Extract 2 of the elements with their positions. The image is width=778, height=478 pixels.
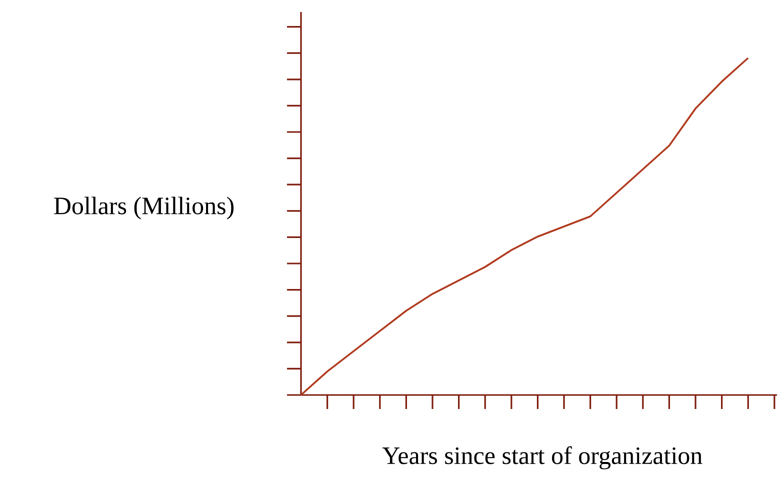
y-axis-title: Dollars (Millions) [54,196,234,220]
x-axis-title: Years since start of organization [382,446,702,470]
